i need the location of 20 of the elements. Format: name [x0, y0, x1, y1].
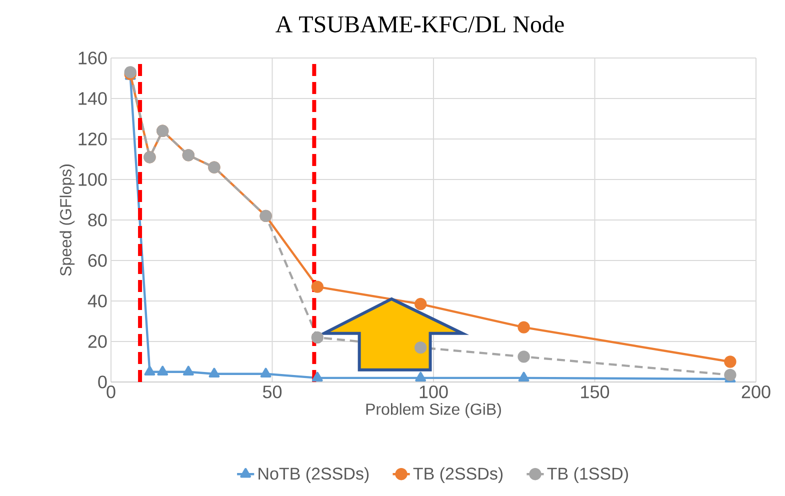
y-tick-label: 160 — [78, 52, 107, 64]
y-axis-title: Speed (GFlops) — [60, 164, 75, 276]
y-tick-label: 60 — [88, 254, 107, 267]
y-tick-label: 0 — [98, 376, 107, 388]
legend-label: NoTB (2SSDs) — [258, 467, 369, 484]
y-tick-label: 80 — [88, 214, 107, 226]
x-tick-label: 0 — [106, 386, 116, 398]
y-tick-label: 40 — [88, 294, 107, 308]
y-tick-label: 20 — [88, 335, 107, 348]
y-tick-label: 100 — [78, 173, 107, 186]
legend-label: TB (2SSDs) — [413, 467, 503, 484]
x-tick-label: 100 — [420, 386, 448, 398]
chart-title: A TSUBAME-KFC/DL Node — [276, 16, 564, 32]
x-tick-label: 150 — [581, 386, 610, 398]
x-tick-label: 50 — [262, 386, 282, 398]
legend-label: TB (1SSD) — [547, 467, 628, 484]
y-tick-label: 120 — [78, 132, 107, 146]
x-axis-title: Problem Size (GiB) — [366, 403, 501, 418]
y-tick-label: 140 — [78, 92, 107, 105]
x-tick-label: 200 — [742, 386, 770, 398]
